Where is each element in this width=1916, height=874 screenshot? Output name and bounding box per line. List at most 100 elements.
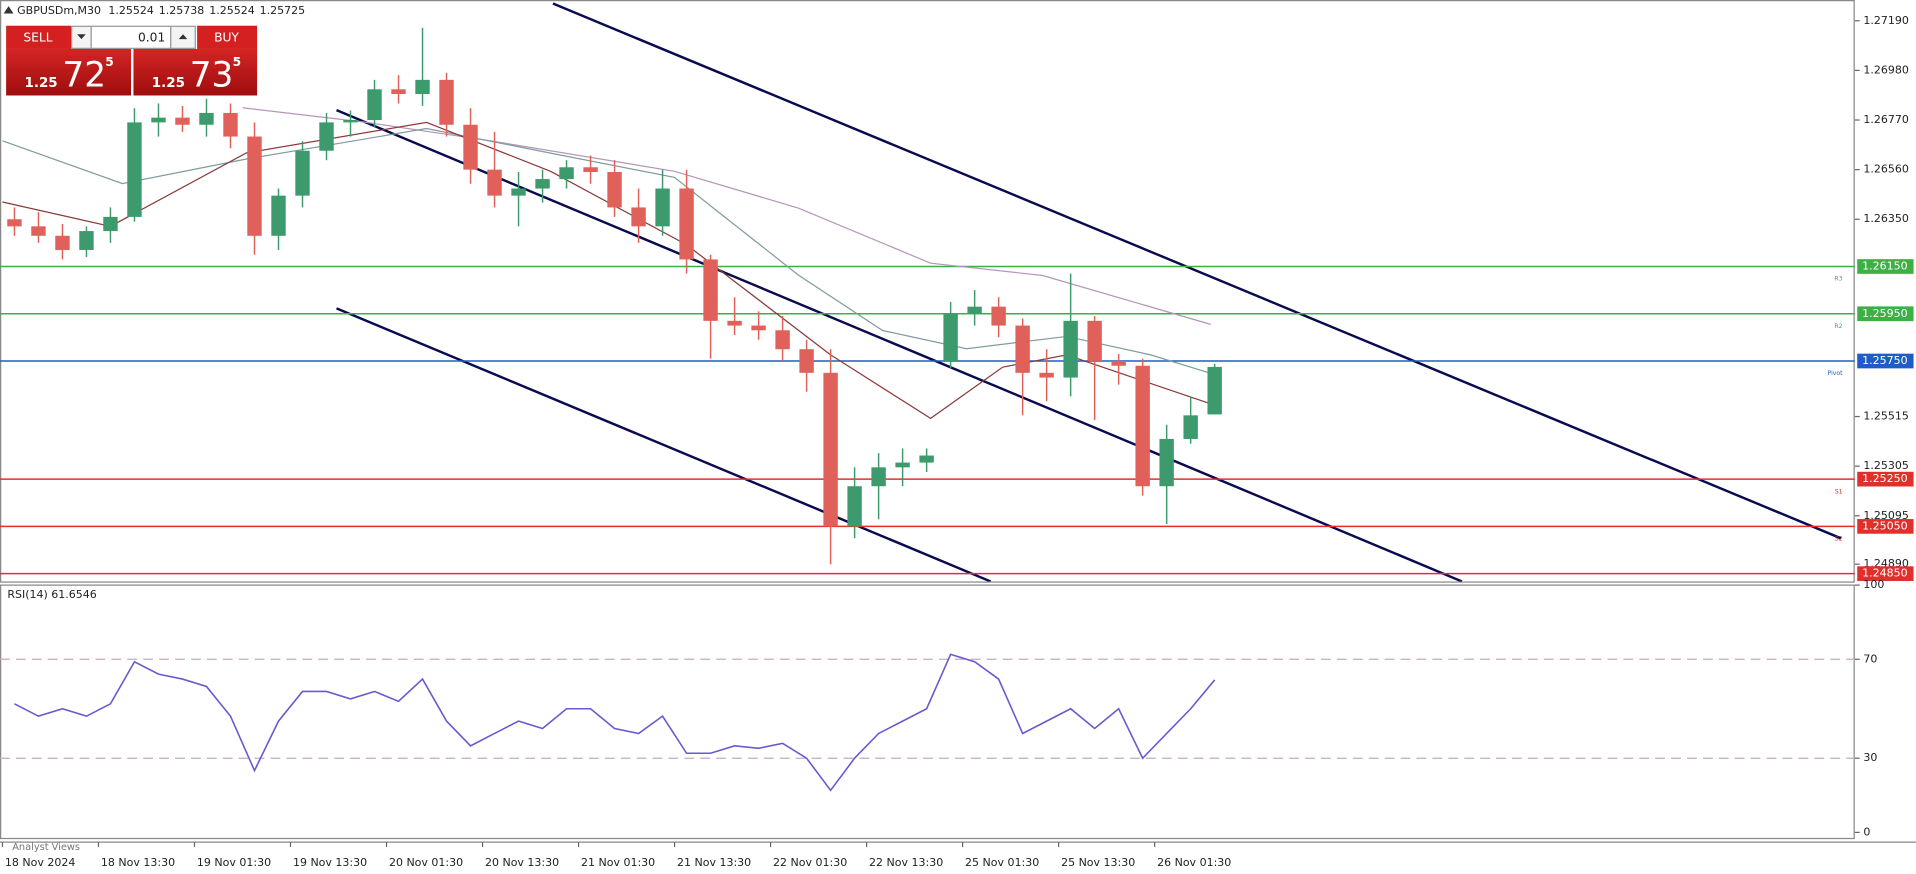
x-tick-label: 18 Nov 2024 [5,856,75,869]
candle-body [31,226,46,236]
bid-small: 5 [105,55,114,69]
candle-body [271,195,286,236]
lot-value[interactable]: 0.01 [138,30,165,44]
bid-big: 1.25 [24,76,57,91]
down-arrow [77,34,86,40]
sell-label[interactable]: SELL [23,30,52,44]
moving-average [2,127,1211,374]
candle-body [319,122,334,151]
candle-body [967,306,982,314]
ask-main: 73 [190,56,234,96]
candle-body [103,216,118,232]
candle-body [799,349,814,373]
candle-body [463,124,478,170]
candle-body [1111,361,1126,366]
analyst-views[interactable]: Analyst Views [12,842,80,853]
trendline [552,2,1842,540]
rsi-tick-label: 100 [1863,578,1884,591]
quote-low: 1.25524 [209,4,255,17]
candle-body [367,89,382,121]
candle-body [1183,415,1198,439]
x-tick-label: 20 Nov 01:30 [389,856,463,869]
candle-body [295,150,310,196]
level-label: 1.26150 [1862,260,1908,273]
candle-body [391,89,406,95]
quote-close: 1.25725 [260,4,306,17]
moving-average [242,107,1211,325]
candle-body [943,313,958,362]
candle-body [1015,325,1030,373]
candle-body [655,188,670,227]
candle-body [127,122,142,217]
level-name: R2 [1834,323,1842,330]
candle-body [7,219,22,227]
level-label: 1.25950 [1862,307,1908,320]
candle-body [511,188,526,196]
y-tick-label: 1.25305 [1863,459,1909,472]
level-label-box [1857,353,1914,369]
candle-body [1207,366,1222,415]
level-label-box [1857,566,1914,581]
x-tick-label: 19 Nov 13:30 [293,856,367,869]
x-tick-label: 20 Nov 13:30 [485,856,559,869]
x-tick-label: 26 Nov 01:30 [1157,856,1231,869]
level-label: 1.25250 [1862,472,1908,485]
candle-body [1063,320,1078,378]
candle-body [247,136,262,236]
one-click-trading: SELL 0.01 BUY 1.25 72 5 1.25 73 5 [6,25,258,96]
level-label: 1.25050 [1862,519,1908,532]
x-tick-label: 21 Nov 01:30 [581,856,655,869]
x-tick-label: 25 Nov 01:30 [965,856,1039,869]
y-tick-label: 1.27190 [1863,14,1909,27]
sell-button[interactable] [6,25,72,49]
symbol-icon [3,6,14,14]
candle-body [823,372,838,527]
candle-body [343,120,358,123]
ask-small: 5 [233,55,242,69]
candle-body [415,79,430,95]
candle-body [439,79,454,125]
main-panel-border [0,0,1855,583]
level-label: 1.24850 [1862,567,1908,580]
candle-body [79,231,94,250]
level-label-box [1857,306,1914,322]
x-tick-label: 18 Nov 13:30 [101,856,175,869]
x-tick-label: 22 Nov 13:30 [869,856,943,869]
candle-body [751,325,766,331]
candle-body [535,179,550,189]
candle-body [487,169,502,196]
rsi-line [14,653,1216,792]
candle-body [847,486,862,527]
rsi-tick-label: 0 [1863,825,1870,838]
level-label-box [1857,519,1914,534]
level-label: 1.25750 [1862,354,1908,367]
x-tick-label: 25 Nov 13:30 [1061,856,1135,869]
symbol: GBPUSDm,M30 [17,4,101,17]
candle-body [1159,438,1174,487]
candle-body [1087,320,1102,362]
candle-body [991,306,1006,326]
candle-body [55,235,70,250]
bid-box[interactable] [6,48,131,96]
level-name: S2 [1835,536,1843,543]
candle-body [1039,372,1054,378]
y-tick-label: 1.26350 [1863,212,1909,225]
quote-high: 1.25738 [159,4,205,17]
level-name: S1 [1835,488,1843,495]
candle-body [775,330,790,350]
candle-body [583,167,598,172]
bid-main: 72 [62,56,106,96]
candle-body [703,259,718,321]
level-label-box [1857,471,1914,487]
candle-body [679,188,694,260]
buy-label[interactable]: BUY [214,30,239,44]
ask-box[interactable] [133,48,258,96]
candle-body [727,320,742,326]
buy-button[interactable] [197,25,258,49]
candle-body [631,207,646,227]
y-tick-label: 1.25515 [1863,410,1909,423]
price-plot: R3 R2 Pivot S1 S2 [0,2,1855,582]
chart-header: GBPUSDm,M30 1.25524 1.25738 1.25524 1.25725 [17,4,305,17]
